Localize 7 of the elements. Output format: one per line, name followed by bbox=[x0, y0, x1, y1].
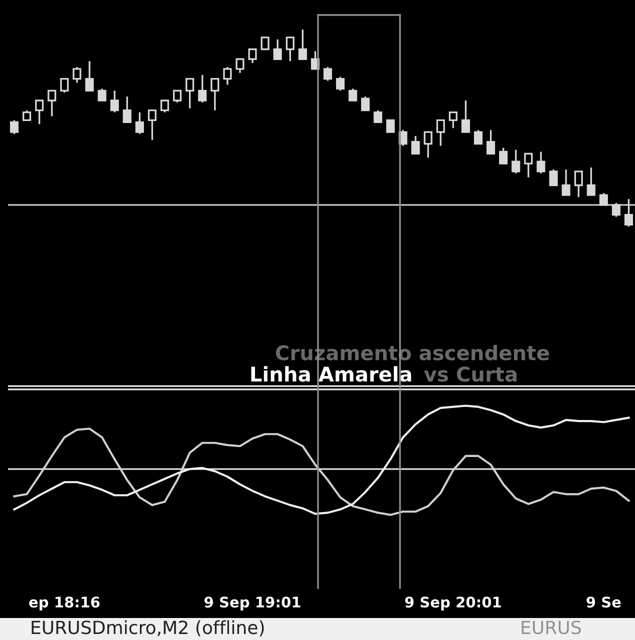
x-tick-label: ep 18:16 bbox=[29, 596, 100, 610]
x-tick-label: 9 Sep 20:01 bbox=[405, 596, 501, 610]
x-tick-label: 9 Sep 19:01 bbox=[204, 596, 300, 610]
x-tick-label: 9 Se bbox=[586, 596, 621, 608]
text: EURUS bbox=[522, 620, 581, 634]
text: EURUSDmicro,M2 (offline) bbox=[32, 620, 264, 636]
text: vs Curta bbox=[424, 366, 517, 382]
